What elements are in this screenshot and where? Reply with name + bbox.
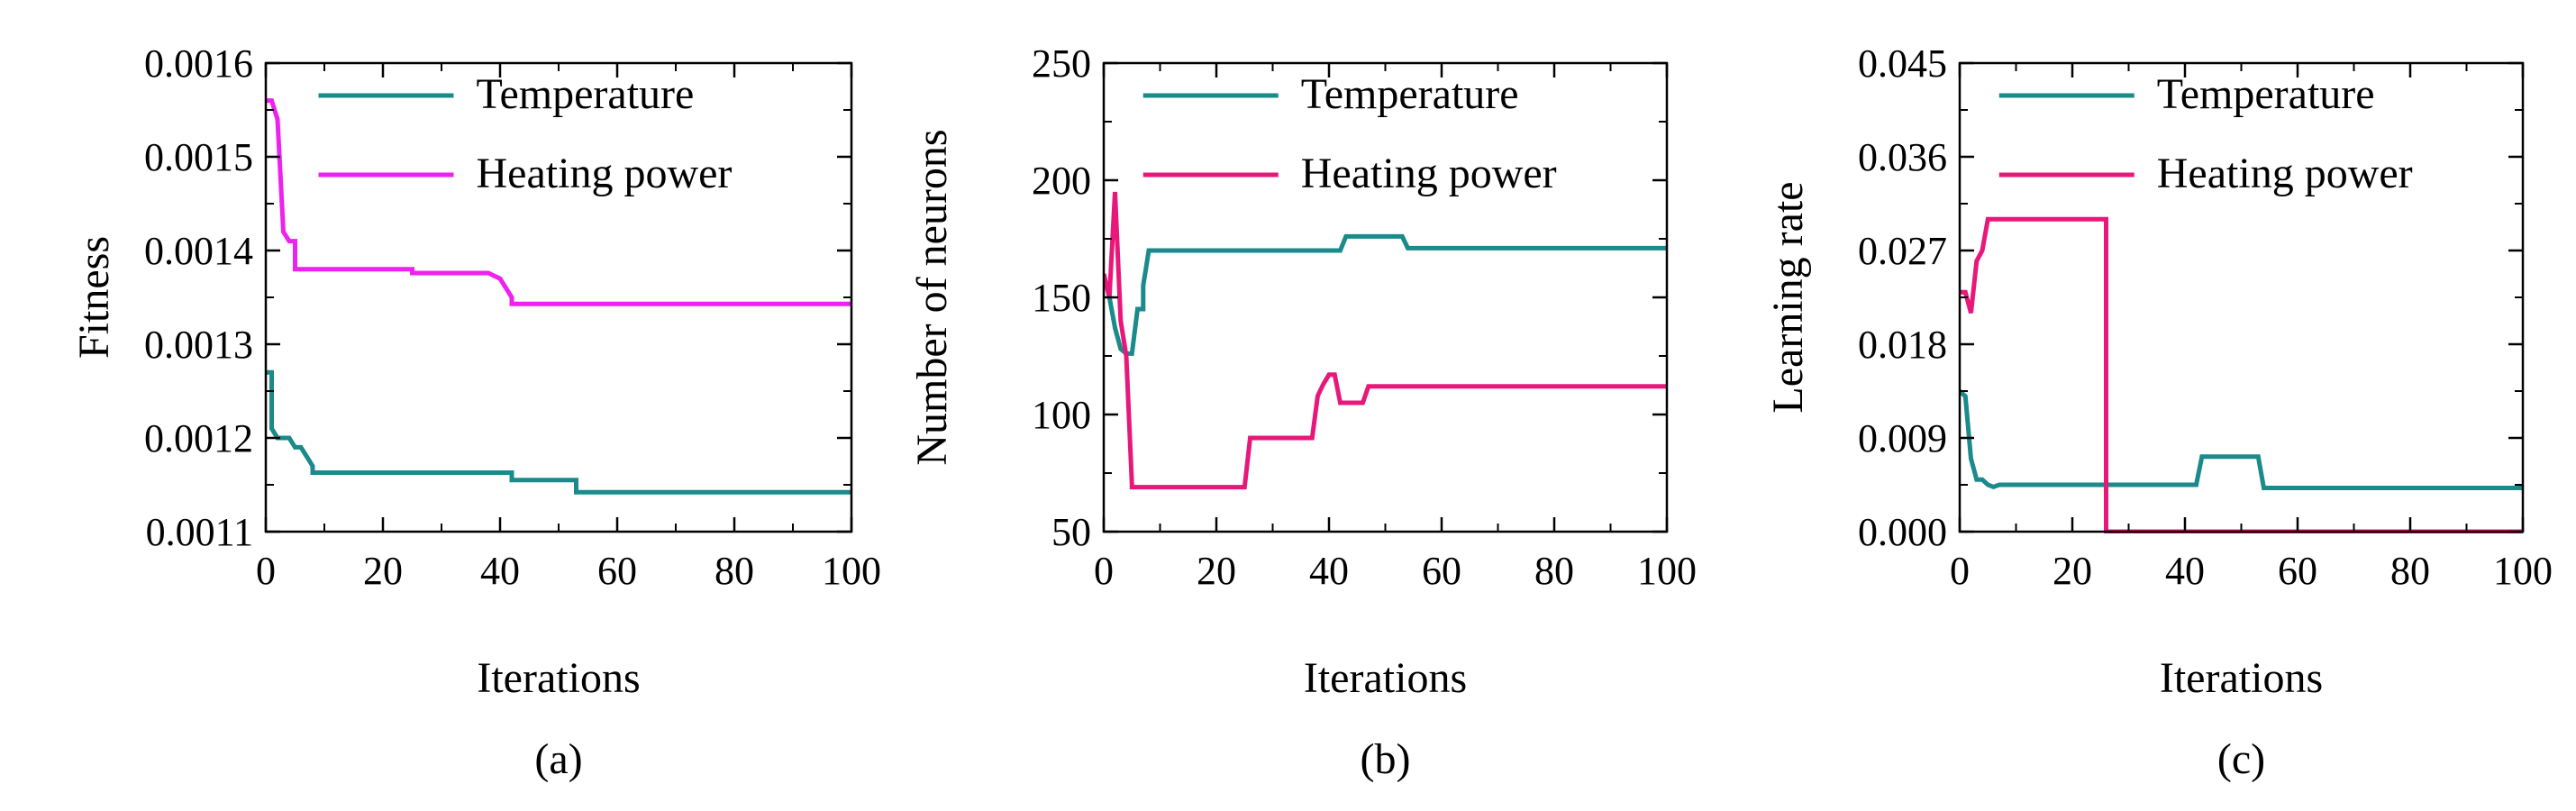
y-tick-label: 0.0015 (144, 135, 253, 179)
legend-label: Heating power (477, 150, 733, 197)
legend-label: Heating power (1301, 150, 1557, 197)
x-tick-label: 100 (1637, 549, 1697, 593)
x-tick-label: 100 (822, 549, 881, 593)
panel-label: (b) (1361, 735, 1411, 783)
series-line-heating-power (1104, 191, 1667, 490)
x-tick-label: 60 (2278, 549, 2317, 593)
legend-label: Temperature (1301, 70, 1519, 118)
y-tick-label: 200 (1032, 159, 1091, 203)
y-tick-label: 0.027 (1858, 229, 1947, 273)
legend-label: Temperature (477, 70, 695, 118)
plot-frame (1102, 61, 1669, 533)
y-tick-label: 0.0013 (144, 323, 253, 367)
y-tick-label: 100 (1032, 393, 1091, 437)
x-axis-label: Iterations (2160, 654, 2323, 702)
y-tick-label: 0.045 (1858, 41, 1947, 86)
y-tick-label: 0.009 (1858, 416, 1947, 460)
y-axis-label: Learning rate (1764, 181, 1812, 413)
x-tick-label: 80 (2390, 549, 2430, 593)
y-tick-label: 50 (1051, 510, 1091, 554)
x-tick-label: 0 (256, 549, 276, 593)
x-tick-label: 60 (1422, 549, 1461, 593)
y-tick-label: 0.0011 (146, 510, 253, 554)
panel-label: (c) (2217, 735, 2265, 783)
x-axis-label: Iterations (1304, 654, 1467, 702)
y-tick-label: 0.018 (1858, 323, 1947, 367)
plot-frame (1958, 61, 2525, 533)
legend-label: Heating power (2157, 150, 2413, 197)
y-tick-label: 0.0012 (144, 416, 253, 460)
y-tick-label: 0.000 (1858, 510, 1947, 554)
panel-a: 0 20 40 60 80 100 0.0011 0.0012 0.0013 0.0014 0.00… (70, 41, 881, 783)
x-tick-label: 80 (1534, 549, 1574, 593)
panel-b: 0 20 40 60 80 100 50 100 150 200 250 Iterations Numb… (908, 41, 1697, 783)
x-tick-label: 40 (1309, 549, 1349, 593)
y-tick-label: 0.0014 (144, 229, 253, 273)
x-tick-label: 40 (2165, 549, 2205, 593)
series-line-heating-power (266, 98, 851, 306)
y-tick-label: 0.036 (1858, 135, 1947, 179)
y-tick-label: 250 (1032, 41, 1091, 86)
plot-frame (264, 61, 853, 533)
y-tick-label: 150 (1032, 276, 1091, 320)
x-tick-label: 80 (715, 549, 754, 593)
series-line-temperature (1104, 233, 1667, 356)
x-tick-label: 100 (2493, 549, 2553, 593)
x-tick-label: 20 (2053, 549, 2092, 593)
panel-label: (a) (534, 735, 582, 783)
x-tick-label: 20 (1197, 549, 1236, 593)
x-tick-label: 60 (597, 549, 637, 593)
x-tick-label: 40 (480, 549, 520, 593)
series-line-heating-power (1960, 216, 2523, 533)
x-axis-label: Iterations (477, 654, 640, 702)
x-tick-label: 0 (1094, 549, 1114, 593)
x-tick-label: 0 (1950, 549, 1970, 593)
x-tick-label: 20 (363, 549, 403, 593)
y-axis-label: Fitness (70, 236, 118, 359)
series-line-temperature (266, 369, 851, 495)
series-line-temperature (1960, 389, 2523, 490)
panel-c: 0 20 40 60 80 100 0.000 0.009 0.018 0.027 0.036 0.0… (1764, 41, 2553, 783)
y-axis-label: Number of neurons (908, 129, 956, 465)
y-tick-label: 0.0016 (144, 41, 253, 86)
legend-label: Temperature (2157, 70, 2375, 118)
